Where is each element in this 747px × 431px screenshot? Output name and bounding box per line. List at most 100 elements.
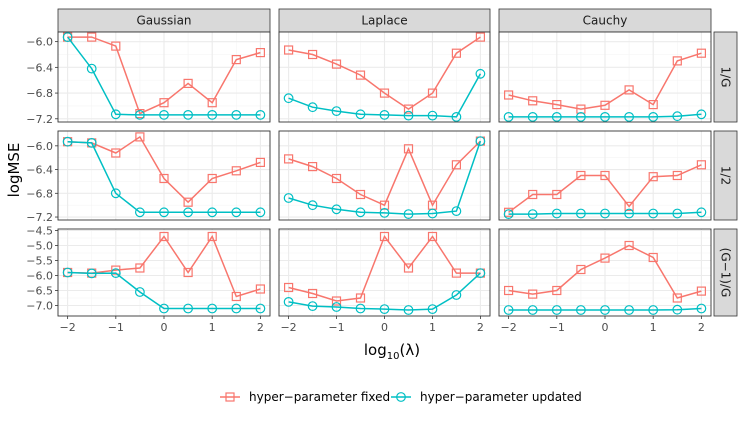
- data-point-updated: [475, 136, 486, 147]
- data-point-updated: [427, 304, 438, 315]
- data-point-fixed: [355, 293, 366, 303]
- data-point-updated: [527, 305, 538, 315]
- x-tick-label: −2: [60, 321, 76, 334]
- y-tick-label: −6.5: [26, 285, 53, 298]
- data-point-fixed: [427, 88, 438, 98]
- x-tick-label: −1: [108, 321, 124, 334]
- data-point-updated: [331, 106, 342, 116]
- x-tick-label: 1: [650, 321, 657, 334]
- panel-frame: [58, 32, 270, 122]
- data-point-updated: [527, 209, 538, 220]
- data-point-fixed: [207, 98, 217, 108]
- data-point-fixed: [672, 293, 682, 303]
- data-point-fixed: [528, 289, 538, 299]
- data-point-fixed: [427, 231, 438, 242]
- data-point-fixed: [600, 100, 610, 110]
- data-point-updated: [624, 208, 634, 219]
- data-point-fixed: [451, 160, 461, 170]
- data-point-fixed: [135, 132, 145, 142]
- data-point-updated: [427, 208, 438, 219]
- series-line-fixed: [508, 164, 702, 213]
- x-tick-label: 2: [698, 321, 705, 334]
- data-point-updated: [600, 208, 610, 219]
- data-point-updated: [503, 209, 514, 220]
- data-point-updated: [307, 301, 318, 312]
- series-line-updated: [508, 211, 702, 215]
- data-point-updated: [427, 110, 438, 121]
- data-point-fixed: [624, 240, 634, 251]
- data-point-updated: [331, 204, 342, 215]
- panel-border: [278, 31, 491, 123]
- data-point-updated: [624, 305, 634, 315]
- x-tick-label: 2: [257, 321, 264, 334]
- data-point-fixed: [403, 144, 414, 154]
- panel-border: [278, 130, 491, 221]
- y-tick-label: −6.0: [26, 270, 53, 283]
- series-line-fixed: [508, 244, 702, 299]
- data-point-fixed: [284, 282, 294, 293]
- data-point-updated: [110, 268, 121, 279]
- panel-border: [57, 130, 271, 221]
- data-point-fixed: [255, 157, 265, 167]
- x-tick-label: 0: [161, 321, 168, 334]
- series-line-fixed: [508, 52, 702, 110]
- data-point-updated: [255, 207, 266, 218]
- facet-strip-label-column: Laplace: [361, 14, 407, 28]
- series-line-updated: [288, 73, 482, 118]
- y-tick-label: −5.0: [26, 240, 53, 253]
- series-line-fixed: [288, 140, 481, 207]
- data-point-updated: [648, 305, 659, 315]
- panel-frame: [499, 32, 711, 122]
- data-point-updated: [183, 303, 194, 314]
- panel-gaussian-row-2: [62, 132, 266, 218]
- y-tick-label: −6.4: [26, 61, 53, 74]
- data-point-fixed: [111, 265, 121, 275]
- data-point-updated: [551, 111, 562, 122]
- data-point-updated: [576, 305, 586, 315]
- data-point-updated: [355, 303, 366, 314]
- facet-strip-label-row: (G−1)/G: [719, 248, 733, 298]
- panel-border: [498, 130, 712, 221]
- data-point-fixed: [672, 56, 682, 66]
- data-point-fixed: [379, 200, 390, 210]
- data-point-fixed: [284, 154, 294, 164]
- data-point-updated: [403, 305, 414, 315]
- data-point-updated: [331, 302, 342, 312]
- data-point-fixed: [111, 41, 121, 51]
- panel-frame: [279, 32, 490, 122]
- legend-label-updated: hyper−parameter updated: [420, 390, 582, 404]
- data-point-updated: [231, 109, 242, 120]
- data-point-updated: [672, 304, 683, 315]
- data-point-fixed: [696, 160, 707, 170]
- data-point-updated: [451, 206, 462, 217]
- data-point-fixed: [207, 231, 217, 242]
- data-point-updated: [648, 208, 659, 219]
- data-point-updated: [576, 111, 586, 122]
- facet-strip-label-row: 1/G: [719, 67, 733, 88]
- legend: hyper−parameter fixed hyper−parameter up…: [220, 390, 582, 404]
- data-point-fixed: [231, 54, 241, 65]
- data-point-fixed: [231, 166, 241, 176]
- x-tick-label: −2: [501, 321, 517, 334]
- data-point-updated: [231, 303, 242, 314]
- data-point-updated: [86, 268, 97, 279]
- data-point-fixed: [379, 88, 390, 98]
- data-point-fixed: [331, 296, 342, 306]
- x-tick-label: 0: [602, 321, 609, 334]
- data-point-fixed: [451, 48, 461, 58]
- data-point-fixed: [183, 267, 193, 278]
- legend-item-updated: hyper−parameter updated: [391, 390, 582, 404]
- facet-strip-row: [713, 130, 738, 221]
- data-point-fixed: [308, 162, 318, 172]
- data-point-updated: [183, 109, 194, 120]
- data-point-updated: [207, 207, 218, 218]
- data-point-updated: [255, 109, 266, 120]
- data-point-updated: [231, 207, 242, 218]
- data-point-updated: [503, 305, 514, 315]
- x-tick-label: −2: [280, 321, 296, 334]
- data-point-fixed: [403, 104, 414, 114]
- data-point-fixed: [552, 189, 562, 200]
- data-point-updated: [451, 290, 462, 300]
- data-point-updated: [600, 305, 610, 315]
- data-point-updated: [307, 200, 318, 211]
